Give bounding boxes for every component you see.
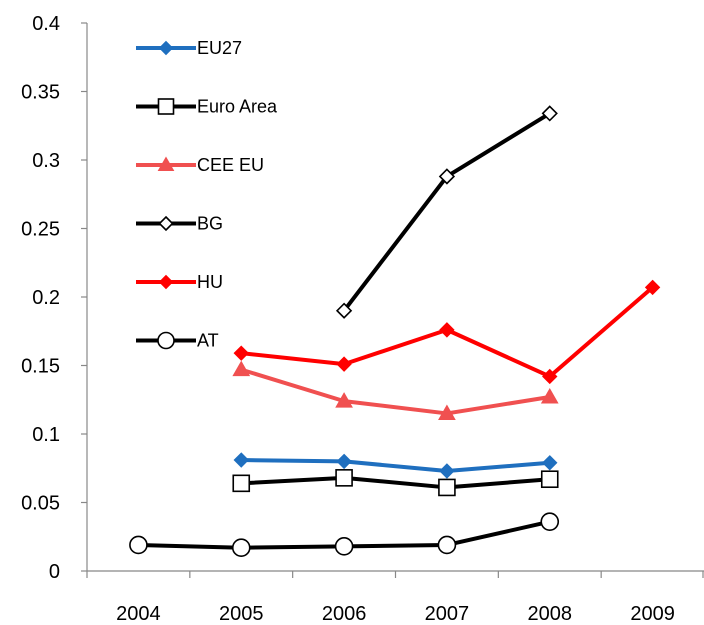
series-lines <box>129 105 661 558</box>
series-line <box>241 458 550 473</box>
legend-item: EU27 <box>136 38 242 58</box>
y-tick-label: 0.3 <box>32 150 60 172</box>
data-point <box>540 388 559 404</box>
data-point <box>129 535 148 555</box>
data-point <box>438 478 456 497</box>
x-tick-label: 2006 <box>322 603 367 625</box>
data-point <box>439 322 455 338</box>
legend: EU27 Euro Area CEE EU BG HU AT <box>136 38 278 351</box>
y-tick-label: 0.25 <box>21 219 60 241</box>
x-axis: 2004 2005 2006 2007 2008 2009 <box>86 570 704 625</box>
data-point <box>541 105 558 122</box>
legend-label: EU27 <box>197 38 242 58</box>
x-tick-label: 2008 <box>528 603 573 625</box>
legend-marker <box>157 331 175 350</box>
series-hu <box>233 279 661 385</box>
data-point <box>540 512 560 531</box>
data-point <box>542 455 558 471</box>
y-tick-label: 0.1 <box>32 424 60 446</box>
x-tick-label: 2007 <box>425 603 470 625</box>
y-tick-label: 0.2 <box>32 287 60 309</box>
legend-marker <box>158 215 174 232</box>
legend-marker <box>157 98 175 115</box>
data-point <box>335 302 353 319</box>
data-point <box>644 279 661 296</box>
legend-item: HU <box>136 272 223 292</box>
legend-marker <box>158 274 174 290</box>
data-point <box>232 360 251 377</box>
series-line <box>240 367 551 416</box>
y-tick-label: 0.35 <box>21 82 60 104</box>
series-eu27 <box>233 452 558 479</box>
y-tick-label: 0.15 <box>21 356 60 378</box>
x-tick-label: 2005 <box>219 603 264 625</box>
data-point <box>233 345 249 361</box>
y-axis: 0 0.05 0.1 0.15 0.2 0.25 0.3 0.35 0.4 <box>21 13 88 583</box>
legend-item: BG <box>136 214 223 234</box>
series-at <box>129 512 560 558</box>
legend-label: BG <box>197 214 223 234</box>
data-point <box>437 535 457 555</box>
y-tick-label: 0.4 <box>32 13 60 35</box>
legend-label: AT <box>197 331 219 351</box>
data-point <box>335 469 353 487</box>
legend-marker <box>157 156 175 171</box>
y-tick-label: 0 <box>49 561 60 583</box>
x-tick-label: 2009 <box>630 603 675 625</box>
series-euro-area <box>232 469 559 497</box>
data-point <box>438 168 456 185</box>
legend-item: Euro Area <box>136 97 278 117</box>
series-line <box>241 475 550 490</box>
data-point <box>438 404 456 420</box>
data-point <box>232 474 251 493</box>
data-point <box>334 537 354 556</box>
data-point <box>540 470 559 489</box>
series-cee-eu <box>232 360 559 420</box>
data-point <box>335 392 353 408</box>
data-point <box>542 368 558 385</box>
x-tick-label: 2004 <box>116 603 161 625</box>
series-bg <box>335 105 558 319</box>
data-point <box>231 538 251 558</box>
legend-label: Euro Area <box>197 97 278 117</box>
series-line <box>342 111 551 312</box>
legend-label: CEE EU <box>197 155 264 175</box>
legend-item: CEE EU <box>136 155 264 175</box>
y-tick-label: 0.05 <box>21 493 60 515</box>
data-point <box>336 453 352 470</box>
data-point <box>439 463 455 479</box>
legend-item: AT <box>136 331 219 351</box>
legend-label: HU <box>197 272 223 292</box>
data-point <box>336 356 352 372</box>
data-point <box>233 452 249 468</box>
legend-marker <box>158 40 174 56</box>
